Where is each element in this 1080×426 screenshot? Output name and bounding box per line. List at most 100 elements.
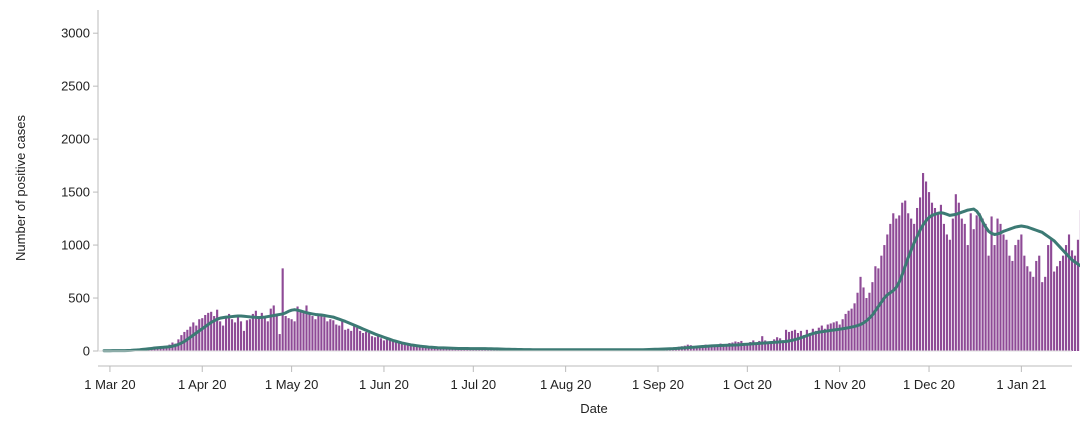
bar [1047,245,1050,351]
bar [731,342,734,351]
bar [1032,276,1035,351]
bar [266,321,269,351]
bar [317,314,320,351]
bar [278,334,281,351]
bar [993,245,996,351]
bar [388,338,391,351]
bar [174,343,177,351]
x-axis-title: Date [580,401,607,416]
y-tick-label: 1500 [61,185,90,200]
y-tick-label: 2000 [61,132,90,147]
bar [284,316,287,351]
bar [394,342,397,351]
bar [767,342,770,351]
bar [951,218,954,351]
bar [707,345,710,351]
bar [376,334,380,351]
bar [972,229,975,351]
bar [323,317,326,351]
bar [201,318,204,351]
bar [329,319,332,351]
bar [835,321,838,351]
bar [332,320,335,351]
bar [1061,255,1065,351]
bar [782,340,785,351]
bar [1038,255,1041,351]
bar [335,324,338,351]
bar [725,344,728,351]
bar [385,339,388,351]
bar [963,223,966,352]
bar [755,342,758,351]
bar [939,204,943,351]
bar [749,342,752,351]
bar [811,328,814,351]
rolling-average-line [102,207,1080,353]
bar [808,332,811,351]
x-tick-label: 1 Jan 21 [996,377,1046,392]
x-tick-label: 1 Apr 20 [178,377,226,392]
bar [945,234,948,351]
bar [1026,266,1029,351]
bar [314,319,317,351]
bar [1023,255,1026,351]
y-tick-label: 500 [68,291,90,306]
bar [290,319,293,351]
x-tick-label: 1 Jun 20 [359,377,409,392]
bar [344,329,347,351]
bar [1041,282,1044,351]
bar [367,332,371,351]
bar [960,218,963,351]
bar [916,207,919,351]
bar [320,313,323,351]
bar [841,319,844,351]
bar [213,316,216,351]
bar [776,337,779,351]
bar [409,344,412,351]
bar [350,330,353,351]
bar [930,202,934,351]
bar [362,332,365,351]
bar [365,331,368,351]
bar [1017,239,1020,351]
bar [198,319,201,351]
x-tick-label: 1 Mar 20 [84,377,135,392]
bar [829,323,832,351]
bar [847,310,850,351]
bar [743,344,746,351]
bar [996,218,999,351]
bar [195,325,198,351]
bar [936,213,940,351]
bar [1020,234,1023,351]
x-tick-label: 1 May 20 [265,377,318,392]
bar [865,298,868,351]
bar [969,213,972,351]
bar [942,223,945,352]
bar [210,311,213,351]
bar [698,345,701,351]
bar [305,305,308,351]
bar [826,324,829,351]
bar [957,202,960,351]
bar [269,308,272,352]
bar [257,316,260,351]
bar [868,292,871,351]
bar [1076,239,1080,351]
bar [293,321,296,351]
bar [216,309,219,351]
x-tick-label: 1 Nov 20 [814,377,866,392]
bar [430,346,433,351]
bar [1002,234,1005,351]
bar [424,346,427,351]
y-tick-label: 0 [83,344,90,359]
bar [701,345,704,351]
bar [418,346,421,351]
x-tick-label: 1 Jul 20 [451,377,497,392]
bar [341,321,344,351]
bar [919,197,922,351]
bar [302,311,305,351]
bar [222,325,225,351]
bar [207,312,210,351]
bar [1005,239,1008,351]
